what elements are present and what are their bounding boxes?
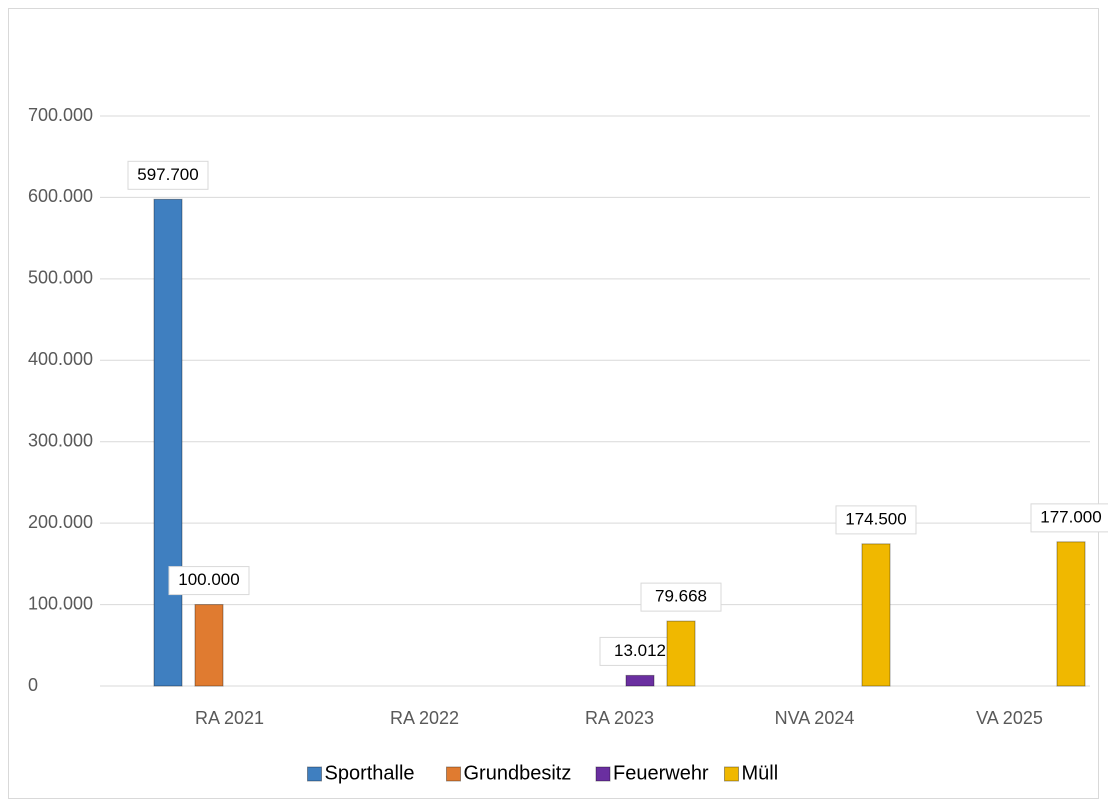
bar: [153, 198, 183, 687]
data-label: 79.668: [655, 587, 707, 606]
legend-label: Grundbesitz: [464, 762, 572, 784]
x-tick-label: RA 2023: [585, 708, 654, 728]
legend-label: Feuerwehr: [613, 762, 709, 784]
legend-swatch: [724, 766, 739, 782]
bar: [861, 543, 891, 687]
bar: [625, 674, 655, 687]
legend-swatch: [446, 766, 461, 782]
legend-label: Müll: [742, 762, 779, 784]
data-label: 100.000: [178, 570, 239, 589]
legend-label: Sporthalle: [325, 762, 415, 784]
data-label-box: [1030, 503, 1108, 533]
y-tick-label: 400.000: [28, 349, 93, 369]
y-tick-label: 700.000: [28, 105, 93, 125]
x-tick-label: VA 2025: [976, 708, 1043, 728]
y-tick-label: 100.000: [28, 593, 93, 613]
data-label: 13.012: [614, 641, 666, 660]
data-label-box: [835, 505, 917, 535]
data-label-box: [168, 566, 250, 596]
y-tick-label: 300.000: [28, 430, 93, 450]
bar: [194, 604, 224, 687]
x-tick-label: RA 2021: [195, 708, 264, 728]
data-label-box: [640, 582, 722, 612]
chart-border: [8, 8, 1099, 799]
x-tick-label: RA 2022: [390, 708, 459, 728]
y-tick-label: 500.000: [28, 268, 93, 288]
data-label: 174.500: [845, 509, 906, 528]
data-label: 177.000: [1040, 507, 1101, 526]
legend-swatch: [307, 766, 322, 782]
data-label: 597.700: [137, 165, 198, 184]
legend-swatch: [595, 766, 611, 782]
y-tick-label: 600.000: [28, 186, 93, 206]
bar: [1056, 541, 1086, 687]
y-tick-label: 0: [28, 675, 38, 695]
bar: [666, 620, 696, 687]
y-tick-label: 200.000: [28, 512, 93, 532]
data-label-box: [127, 160, 209, 190]
x-tick-label: NVA 2024: [775, 708, 855, 728]
